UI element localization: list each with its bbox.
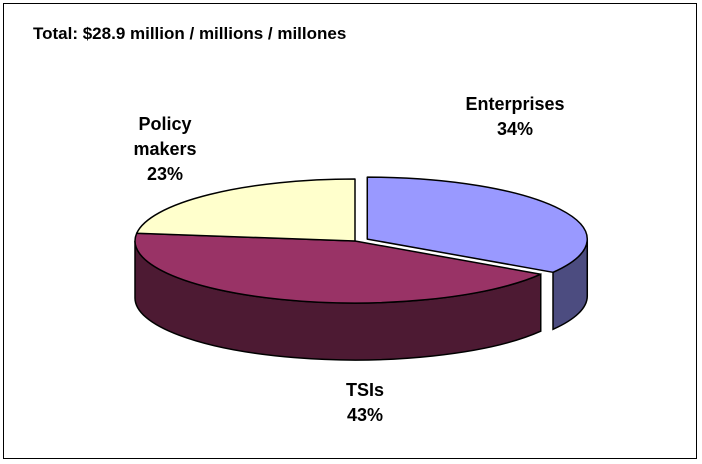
pie-slice-tsis [134, 232, 542, 304]
pie-slice-policy-makers [135, 178, 356, 242]
label-policy-makers-line2: makers [133, 139, 197, 159]
label-enterprises: Enterprises 34% [430, 92, 600, 142]
label-policy-makers: Policy makers 23% [100, 112, 230, 187]
label-enterprises-name: Enterprises [465, 94, 565, 114]
label-tsis: TSIs 43% [305, 378, 425, 428]
label-enterprises-percent: 34% [496, 119, 534, 139]
chart-title: Total: $28.9 million / millions / millon… [33, 24, 347, 43]
label-policy-makers-line1: Policy [138, 114, 192, 134]
label-policy-makers-percent: 23% [146, 164, 184, 184]
pie-slice-enterprises [366, 176, 588, 274]
label-tsis-name: TSIs [345, 380, 384, 400]
label-tsis-percent: 43% [346, 405, 384, 425]
